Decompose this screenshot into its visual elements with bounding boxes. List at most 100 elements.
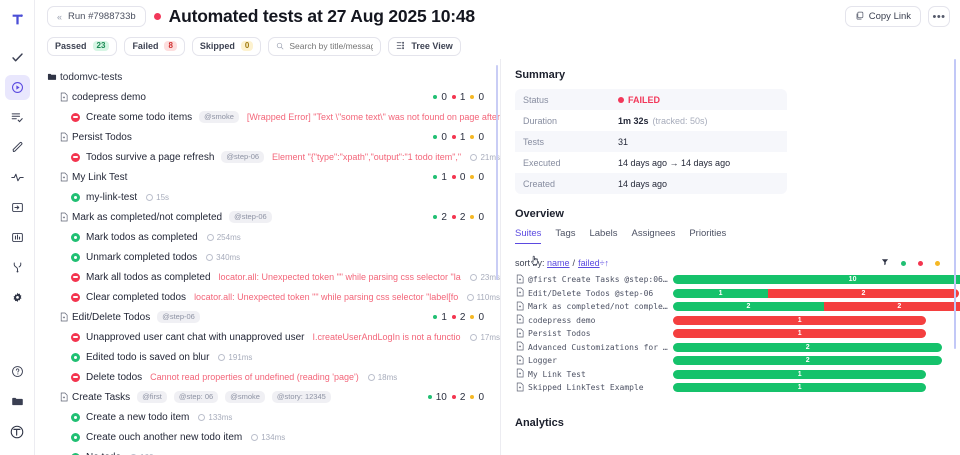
tree-root-row[interactable]: todomvc-tests <box>47 67 500 87</box>
tree-scrollbar[interactable] <box>495 65 498 280</box>
skipped-dot-icon <box>470 395 475 399</box>
gear-icon[interactable] <box>5 285 30 310</box>
clock-icon <box>470 333 478 341</box>
tree-test-row[interactable]: Mark all todos as completed locator.all: … <box>47 267 500 287</box>
tree-suite-row[interactable]: Mark as completed/not completed @step-06 2… <box>47 207 500 227</box>
tree-test-row[interactable]: Edited todo is saved on blur 191ms <box>47 347 500 367</box>
more-options-button[interactable]: ••• <box>928 6 950 27</box>
suite-tag[interactable]: @story: 12345 <box>271 391 331 403</box>
tree-test-row[interactable]: Mark todos as completed 254ms <box>47 227 500 247</box>
chart-bar-row[interactable]: Advanced Customizations for … 2 <box>515 341 946 355</box>
tree-test-row[interactable]: Create some todo items @smoke [Wrapped Err… <box>47 107 500 127</box>
suite-tag[interactable]: @step: 06 <box>173 391 219 403</box>
suite-tag[interactable]: @smoke <box>225 391 265 403</box>
list-check-icon[interactable] <box>5 105 30 130</box>
search-box[interactable] <box>268 36 382 56</box>
tree-test-row[interactable]: No todo 166ms <box>47 447 500 455</box>
chart-bar-row[interactable]: @first Create Tasks @step:06… 102 <box>515 273 960 287</box>
suite-tag[interactable]: @first <box>137 391 167 403</box>
folder-icon[interactable] <box>5 389 30 414</box>
tree-test-row[interactable]: my-link-test 15s <box>47 187 500 207</box>
tree-test-row[interactable]: Todos survive a page refresh @step-06 Elem… <box>47 147 500 167</box>
clock-icon <box>251 433 259 441</box>
chart-segment-passed: 10 <box>673 275 960 285</box>
tab-priorities[interactable]: Priorities <box>689 228 727 239</box>
chart-bar: 2 <box>673 342 943 352</box>
legend-dot-failed[interactable] <box>918 260 923 266</box>
tree-suite-row[interactable]: Create Tasks @first @step: 06 @smoke @story:… <box>47 387 500 407</box>
chart-segment-failed: 2 <box>768 288 959 298</box>
logo-icon[interactable] <box>5 7 30 32</box>
tab-tags[interactable]: Tags <box>555 228 576 239</box>
search-input[interactable] <box>289 41 374 51</box>
tree-suite-row[interactable]: Edit/Delete Todos @step-06 1 2 0 <box>47 307 500 327</box>
sort-direction-icon[interactable]: ÷↑ <box>599 258 610 268</box>
chart-bar-row[interactable]: Mark as completed/not comple… 2 2 <box>515 300 960 314</box>
tree-suite-row[interactable]: codepress demo 0 1 0 <box>47 87 500 107</box>
legend-dot-skipped[interactable] <box>935 260 940 266</box>
duration-value: 134ms <box>261 432 286 442</box>
failed-count: 1 <box>459 91 466 103</box>
passed-count: 1 <box>441 171 447 183</box>
tree-test-row[interactable]: Clear completed todos locator.all: Unexpe… <box>47 287 500 307</box>
tree-test-row[interactable]: Create a new todo item 133ms <box>47 407 500 427</box>
details-scrollbar[interactable] <box>953 59 956 349</box>
failed-dot-icon <box>451 175 456 179</box>
chart-bar-row[interactable]: codepress demo 1 <box>515 314 946 328</box>
run-icon[interactable] <box>4 75 30 100</box>
report-icon[interactable] <box>5 225 30 250</box>
suite-name: codepress demo <box>72 91 146 103</box>
sort-by-name-link[interactable]: name <box>547 258 570 268</box>
clock-icon <box>470 273 478 281</box>
chart-bar-row[interactable]: Persist Todos 1 <box>515 327 946 341</box>
filter-skipped[interactable]: Skipped 0 <box>191 36 262 56</box>
failed-count: 1 <box>459 131 466 143</box>
filter-failed[interactable]: Failed 8 <box>124 36 185 56</box>
tree-view-toggle[interactable]: Tree View <box>388 36 461 56</box>
help-icon[interactable] <box>5 359 30 384</box>
duration-value: 133ms <box>208 412 233 422</box>
test-tag[interactable]: @step-06 <box>221 151 265 163</box>
tab-labels[interactable]: Labels <box>589 228 618 239</box>
content-split: todomvc-tests codepress demo 0 1 0 Create so… <box>35 59 960 455</box>
suite-tag[interactable]: @step-06 <box>157 311 200 323</box>
filter-failed-label: Failed <box>132 41 159 51</box>
chart-bar-row[interactable]: Edit/Delete Todos @step-06 1 2 <box>515 287 959 301</box>
tree-suite-row[interactable]: Persist Todos 0 1 0 <box>47 127 500 147</box>
chart-segment-passed: 1 <box>673 288 769 298</box>
suite-tag[interactable]: @step-06 <box>229 211 272 223</box>
chart-bar-row[interactable]: Logger 2 <box>515 354 946 368</box>
tab-suites[interactable]: Suites <box>515 228 542 244</box>
test-status-icon <box>71 372 80 382</box>
tree-suite-row[interactable]: My Link Test 1 0 0 <box>47 167 500 187</box>
tree-test-row[interactable]: Unmark completed todos 340ms <box>47 247 500 267</box>
clock-icon <box>470 153 478 161</box>
test-name: Unapproved user cant chat with unapprove… <box>86 331 305 343</box>
check-icon[interactable] <box>5 45 30 70</box>
tree-test-row[interactable]: Unapproved user cant chat with unapprove… <box>47 327 500 347</box>
analytics-section: Analytics <box>515 417 946 429</box>
tree-view-label: Tree View <box>411 41 453 51</box>
test-tag[interactable]: @smoke <box>199 111 239 123</box>
chart-bar-row[interactable]: My Link Test 1 <box>515 368 946 382</box>
avatar-icon[interactable] <box>5 419 30 444</box>
import-icon[interactable] <box>5 195 30 220</box>
sort-by-failed-link[interactable]: failed <box>578 258 600 268</box>
copy-link-button[interactable]: Copy Link <box>844 6 921 27</box>
activity-icon[interactable] <box>5 165 30 190</box>
branch-icon[interactable] <box>5 255 30 280</box>
filter-passed[interactable]: Passed 23 <box>47 36 118 56</box>
tree-test-row[interactable]: Create ouch another new todo item 134ms <box>47 427 500 447</box>
pen-icon[interactable] <box>5 135 30 160</box>
test-name: my-link-test <box>86 191 138 203</box>
funnel-icon[interactable] <box>881 258 889 268</box>
run-id-chip[interactable]: « Run #7988733b <box>47 6 146 27</box>
legend-dot-passed[interactable] <box>901 260 906 266</box>
suite-name: My Link Test <box>72 171 128 183</box>
chart-bar-row[interactable]: Skipped LinkTest Example 1 <box>515 381 946 395</box>
tab-assignees[interactable]: Assignees <box>631 228 676 239</box>
tree-test-row[interactable]: Delete todos Cannot read properties of un… <box>47 367 500 387</box>
